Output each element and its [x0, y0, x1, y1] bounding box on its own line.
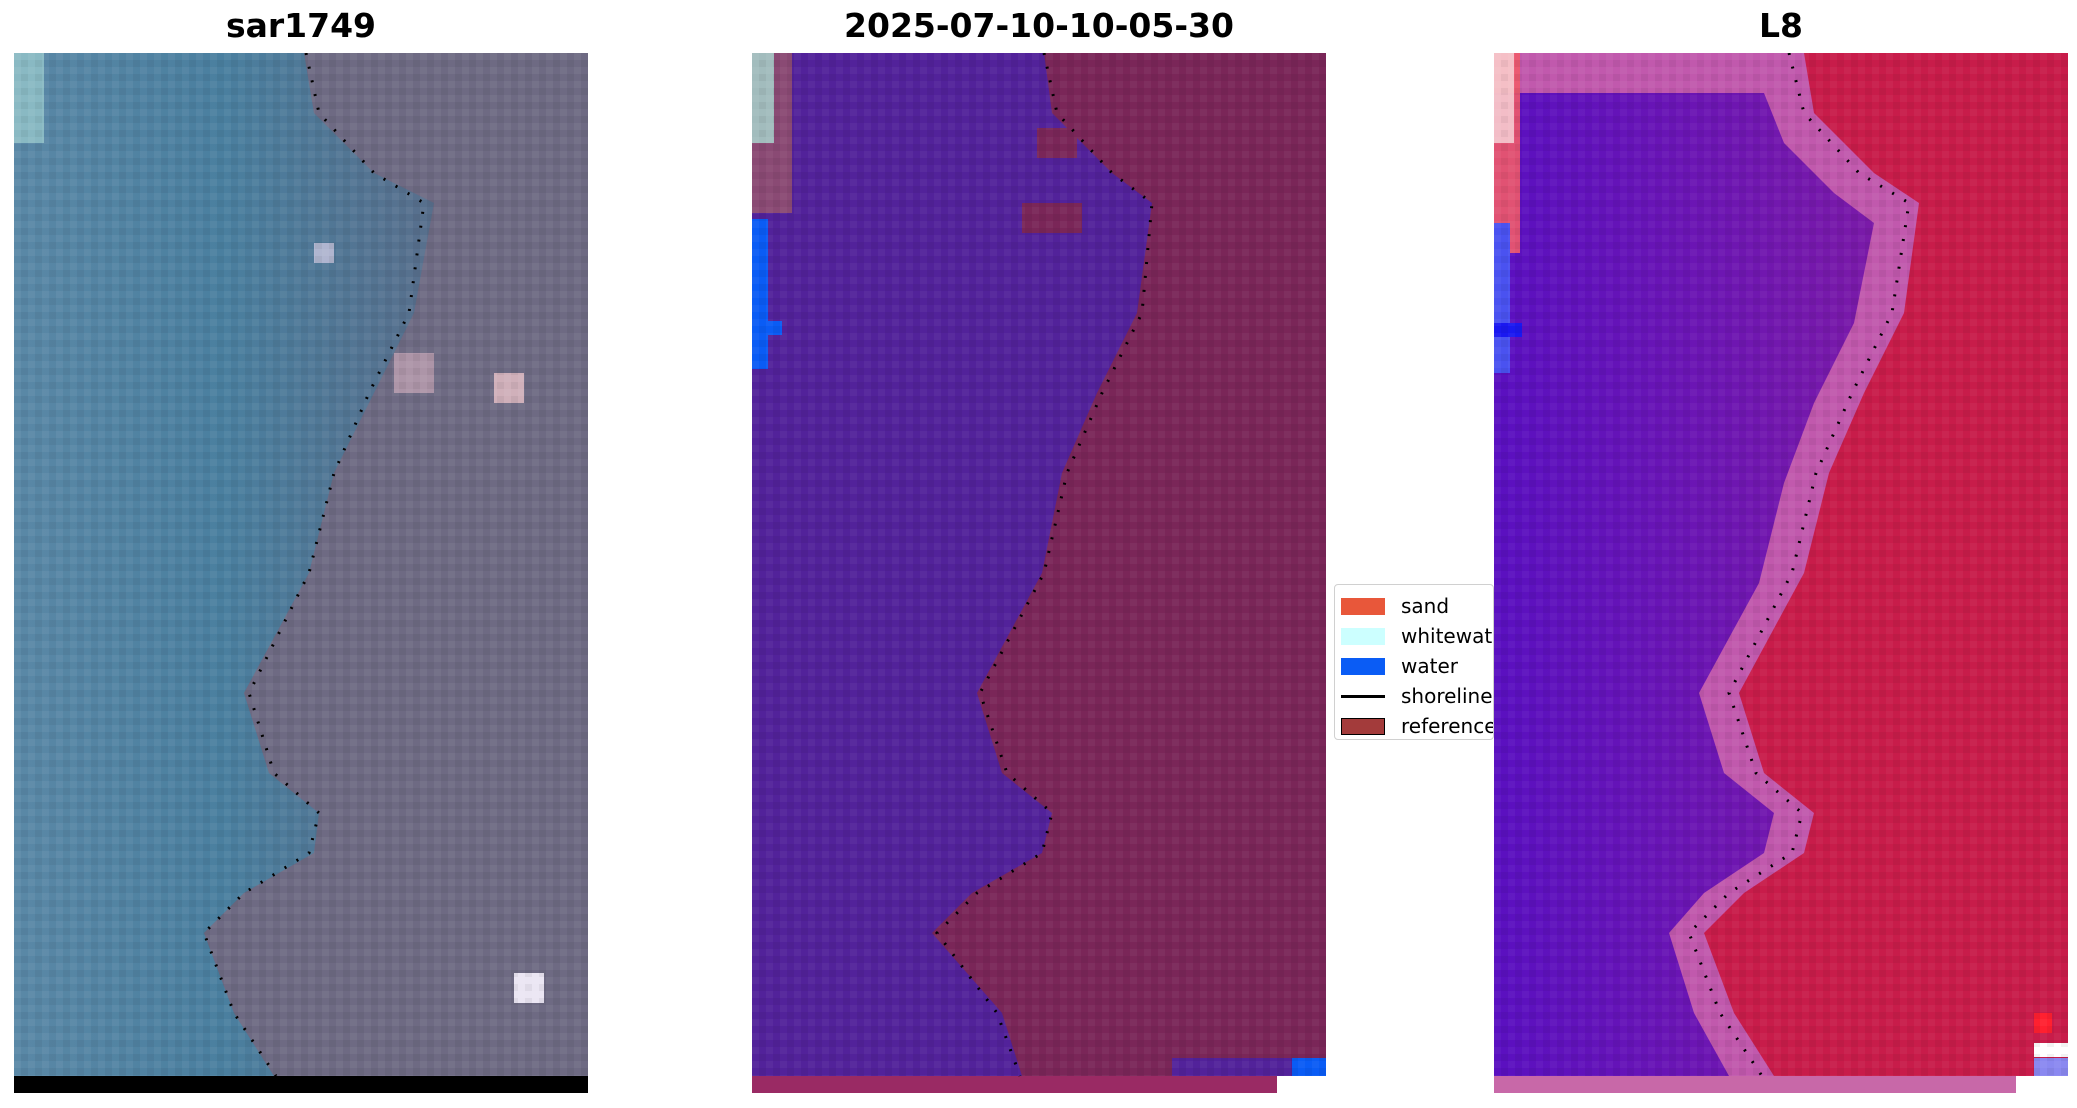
legend-label-shoreline: shoreline: [1401, 684, 1493, 708]
legend-swatch-reference-shoreline: [1341, 717, 1385, 735]
legend-item-sand: sand: [1341, 593, 1449, 619]
panel-title-index: L8: [1759, 6, 1803, 45]
legend-swatch-water: [1341, 657, 1385, 675]
legend-swatch-whitewater: [1341, 627, 1385, 645]
panel-title-classified: 2025-07-10-10-05-30: [844, 6, 1234, 45]
legend-label-sand: sand: [1401, 594, 1450, 618]
legend-item-reference-shoreline: reference shoreline: [1341, 713, 1494, 739]
classified-image: [752, 53, 1326, 1093]
legend-item-shoreline: shoreline: [1341, 683, 1493, 709]
legend: sand whitewater water shoreline referenc…: [1334, 584, 1494, 740]
legend-label-reference-shoreline: reference shoreline: [1401, 714, 1494, 738]
legend-item-whitewater: whitewater: [1341, 623, 1493, 649]
legend-label-water: water: [1401, 654, 1458, 678]
panel-title-rgb: sar1749: [225, 6, 377, 45]
legend-line-shoreline: [1341, 694, 1385, 698]
legend-label-whitewater: whitewater: [1401, 624, 1493, 648]
legend-swatch-sand: [1341, 597, 1385, 615]
rgb-satellite-image: [14, 53, 588, 1093]
index-image: [1494, 53, 2068, 1093]
legend-item-water: water: [1341, 653, 1458, 679]
